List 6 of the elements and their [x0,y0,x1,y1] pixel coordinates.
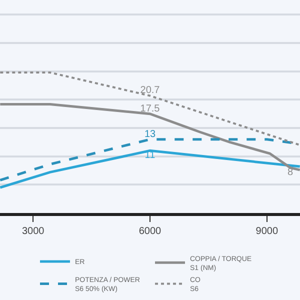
x-tick-label: 9000 [256,226,278,237]
data-label: 17.5 [140,103,160,114]
x-tick-label: 6000 [138,226,162,237]
data-label: 20.7 [140,85,160,96]
data-label: 13 [144,128,156,140]
x-tick-label: 3000 [22,226,45,237]
